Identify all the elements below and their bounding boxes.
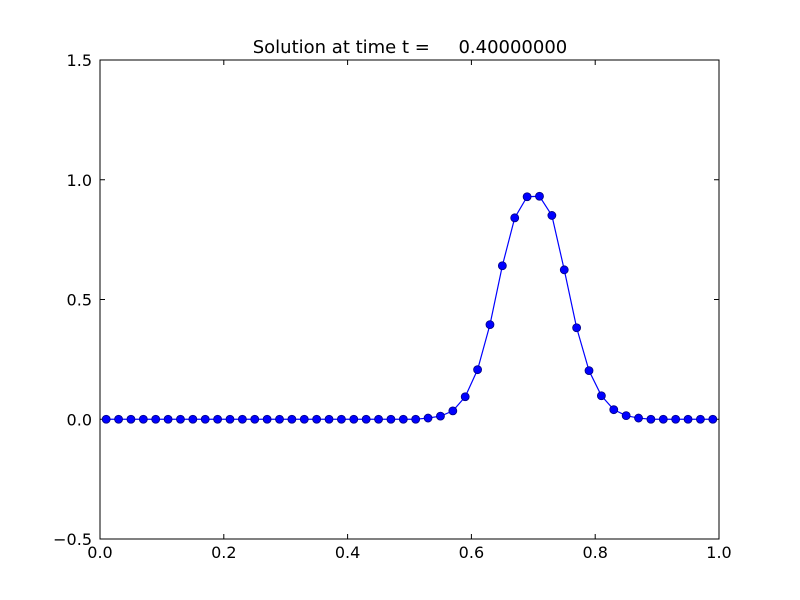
data-point: [547, 211, 557, 220]
y-tick-label: −0.5: [53, 530, 92, 549]
data-point: [188, 414, 198, 424]
data-point: [213, 414, 223, 424]
data-point: [510, 213, 520, 223]
data-point: [225, 414, 235, 424]
data-point: [683, 414, 693, 424]
data-point: [423, 413, 433, 423]
data-point: [337, 414, 346, 424]
data-point: [658, 414, 668, 424]
data-point: [584, 366, 594, 376]
data-point: [572, 323, 582, 333]
data-point: [312, 414, 322, 424]
data-point: [237, 414, 247, 424]
x-tick-label: 1.0: [706, 543, 731, 562]
y-tick-label: 0.0: [67, 410, 92, 429]
data-point: [559, 265, 569, 275]
data-point: [436, 411, 445, 421]
x-tick-label: 0.2: [211, 543, 236, 562]
data-point: [634, 413, 643, 423]
data-point: [324, 414, 334, 424]
data-point: [151, 414, 161, 424]
y-tick-label: 1.0: [67, 171, 92, 190]
data-point: [250, 414, 260, 424]
data-point: [708, 414, 718, 424]
data-point: [176, 414, 185, 424]
data-point: [671, 414, 681, 424]
data-point: [386, 414, 396, 424]
y-tick-label: 1.5: [67, 51, 92, 70]
data-point: [596, 391, 606, 401]
data-point: [621, 411, 631, 421]
data-point: [114, 414, 123, 424]
y-tick-label: 0.5: [67, 291, 92, 310]
data-point: [287, 414, 297, 424]
data-point: [497, 261, 507, 271]
data-point: [163, 414, 173, 424]
data-point: [398, 414, 408, 424]
data-point: [448, 406, 458, 416]
chart-title: Solution at time t = 0.40000000: [253, 37, 568, 58]
data-point: [262, 414, 272, 424]
data-point: [374, 414, 383, 424]
data-point: [138, 414, 148, 424]
data-point: [275, 414, 284, 424]
data-point: [485, 320, 495, 330]
data-point: [609, 405, 619, 415]
data-point: [200, 414, 210, 424]
data-point: [299, 414, 309, 424]
data-point: [522, 192, 532, 202]
data-point: [349, 414, 359, 424]
x-tick-label: 0.6: [459, 543, 484, 562]
data-point: [535, 191, 544, 201]
data-point: [696, 414, 705, 424]
data-point: [361, 414, 371, 424]
data-point: [460, 392, 470, 402]
x-tick-label: 0.4: [335, 543, 360, 562]
data-point: [473, 365, 482, 375]
data-point: [101, 414, 111, 424]
data-point: [646, 414, 656, 424]
x-tick-label: 0.8: [582, 543, 607, 562]
data-point: [411, 414, 421, 424]
x-tick-label: 0.0: [87, 543, 112, 562]
data-point: [126, 414, 136, 424]
